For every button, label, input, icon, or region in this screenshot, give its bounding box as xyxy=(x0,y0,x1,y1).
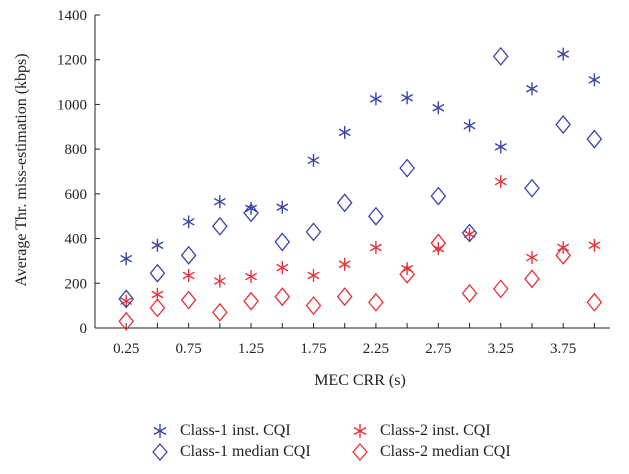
asterisk-point xyxy=(369,92,382,106)
asterisk-point xyxy=(182,215,195,229)
diamond-point xyxy=(305,222,322,242)
asterisk-point xyxy=(494,140,507,154)
asterisk-point xyxy=(338,257,351,271)
diamond-point xyxy=(524,269,540,289)
asterisk-point xyxy=(401,262,414,276)
legend-entry-class1-median: Class-1 median CQI xyxy=(150,442,311,462)
x-tick-label: 2.75 xyxy=(425,341,451,357)
diamond-point xyxy=(368,206,384,226)
diamond-point xyxy=(430,186,447,206)
asterisk-point xyxy=(276,261,289,275)
diamond-point xyxy=(180,290,197,310)
y-tick-label: 1000 xyxy=(57,97,87,113)
x-tick-label: 0.75 xyxy=(176,341,202,357)
legend-entry-class2-median: Class-2 median CQI xyxy=(350,442,511,462)
diamond-point xyxy=(243,203,259,223)
axes: 0 200 400 600 800 1000 1200 1400 0.25 0.75 1.25 1.7… xyxy=(57,8,610,357)
diamond-point xyxy=(118,289,135,309)
diamond-point xyxy=(149,298,166,318)
x-axis-label: MEC CRR (s) xyxy=(314,372,406,389)
asterisk-point xyxy=(213,274,226,288)
legend-label: Class-2 inst. CQI xyxy=(380,422,491,439)
diamond-point xyxy=(492,279,509,299)
x-tick-label: 2.25 xyxy=(363,341,389,357)
x-tick-label: 3.75 xyxy=(550,341,576,357)
diamond-point xyxy=(430,233,447,253)
series-2 xyxy=(120,175,601,308)
diamond-point xyxy=(149,263,166,283)
asterisk-point xyxy=(120,294,133,308)
asterisk-point xyxy=(245,270,258,284)
y-axis-label: Average Thr. miss-estimation (kbps) xyxy=(13,53,30,286)
diamond-point xyxy=(461,283,478,303)
y-tick-label: 400 xyxy=(65,232,88,248)
asterisk-point xyxy=(588,238,601,252)
x-tick-label: 0.25 xyxy=(113,341,139,357)
diamond-point xyxy=(555,245,572,265)
asterisk-point xyxy=(463,119,476,133)
diamond-point xyxy=(492,46,509,66)
data-marks xyxy=(118,46,603,331)
diamond-point xyxy=(305,296,322,316)
legend-entry-class1-inst: Class-1 inst. CQI xyxy=(150,421,291,441)
diamond-point xyxy=(212,302,228,322)
diamond-point xyxy=(243,291,259,311)
diamond-point xyxy=(399,158,415,178)
diamond-point xyxy=(180,245,197,265)
asterisk-point xyxy=(276,200,289,214)
asterisk-point xyxy=(432,101,445,115)
legend-label: Class-2 median CQI xyxy=(380,443,511,460)
legend-entry-class2-inst: Class-2 inst. CQI xyxy=(350,421,491,441)
asterisk-point xyxy=(494,175,507,189)
diamond-point xyxy=(461,223,478,243)
diamond-point xyxy=(586,129,603,149)
y-tick-label: 200 xyxy=(65,276,88,292)
legend-label: Class-1 inst. CQI xyxy=(180,422,291,439)
diamond-point xyxy=(555,115,572,135)
asterisk-point xyxy=(525,251,538,265)
diamond-point xyxy=(399,264,415,284)
asterisk-point xyxy=(525,82,538,96)
y-tick-label: 600 xyxy=(65,187,88,203)
series-3 xyxy=(118,46,603,309)
diamond-point xyxy=(586,292,603,312)
asterisk-point xyxy=(151,238,164,252)
y-tick-label: 1400 xyxy=(57,8,87,24)
asterisk-point xyxy=(401,91,414,105)
asterisk-point xyxy=(588,73,601,87)
asterisk-marker-icon xyxy=(353,424,367,438)
asterisk-point xyxy=(307,153,320,167)
asterisk-point xyxy=(369,241,382,255)
asterisk-point xyxy=(213,195,226,209)
diamond-point xyxy=(336,287,353,307)
series-4 xyxy=(118,233,603,331)
asterisk-point xyxy=(182,268,195,282)
diamond-point xyxy=(368,292,384,312)
diamond-marker-icon xyxy=(352,443,368,461)
chart-plot-area: 0 200 400 600 800 1000 1200 1400 0.25 0.75 1.25 1.7… xyxy=(13,8,610,389)
y-tick-label: 0 xyxy=(80,321,88,337)
diamond-point xyxy=(274,232,291,252)
y-tick-label: 1200 xyxy=(57,53,87,69)
diamond-marker-icon xyxy=(152,443,168,461)
x-tick-label: 1.25 xyxy=(238,341,264,357)
series-1 xyxy=(120,47,601,266)
asterisk-marker-icon xyxy=(153,424,167,438)
diamond-point xyxy=(118,311,135,331)
x-tick-label: 3.25 xyxy=(488,341,514,357)
diamond-point xyxy=(274,287,291,307)
asterisk-point xyxy=(307,268,320,282)
diamond-point xyxy=(524,178,540,198)
diamond-point xyxy=(212,216,228,236)
asterisk-point xyxy=(432,242,445,256)
asterisk-point xyxy=(120,252,133,266)
legend-label: Class-1 median CQI xyxy=(180,443,311,460)
y-tick-label: 800 xyxy=(65,142,88,158)
diamond-point xyxy=(336,193,353,213)
asterisk-point xyxy=(557,47,570,61)
x-tick-label: 1.75 xyxy=(300,341,326,357)
asterisk-point xyxy=(338,125,351,139)
